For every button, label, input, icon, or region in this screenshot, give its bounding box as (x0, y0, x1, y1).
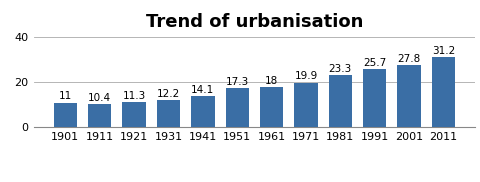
Bar (432, 57, 455, 127)
Bar (191, 96, 215, 127)
Bar (260, 87, 283, 127)
Bar (157, 100, 180, 127)
Text: 10.4: 10.4 (88, 93, 111, 103)
Bar (226, 88, 249, 127)
Text: 27.8: 27.8 (397, 54, 420, 64)
Bar (329, 75, 352, 127)
Text: 25.7: 25.7 (363, 58, 386, 68)
Bar (397, 65, 421, 127)
Bar (294, 83, 318, 127)
Bar (363, 70, 386, 127)
Text: 12.2: 12.2 (157, 89, 180, 99)
Text: 17.3: 17.3 (226, 77, 249, 87)
Text: 18: 18 (265, 76, 278, 86)
Bar (88, 104, 111, 127)
Title: Trend of urbanisation: Trend of urbanisation (146, 13, 363, 31)
Text: 14.1: 14.1 (191, 84, 215, 94)
Text: 11: 11 (59, 92, 72, 102)
Text: 19.9: 19.9 (294, 71, 318, 81)
Text: 31.2: 31.2 (432, 46, 455, 56)
Bar (54, 103, 77, 127)
Text: 11.3: 11.3 (122, 91, 146, 101)
Bar (122, 102, 146, 127)
Text: 23.3: 23.3 (329, 64, 352, 74)
